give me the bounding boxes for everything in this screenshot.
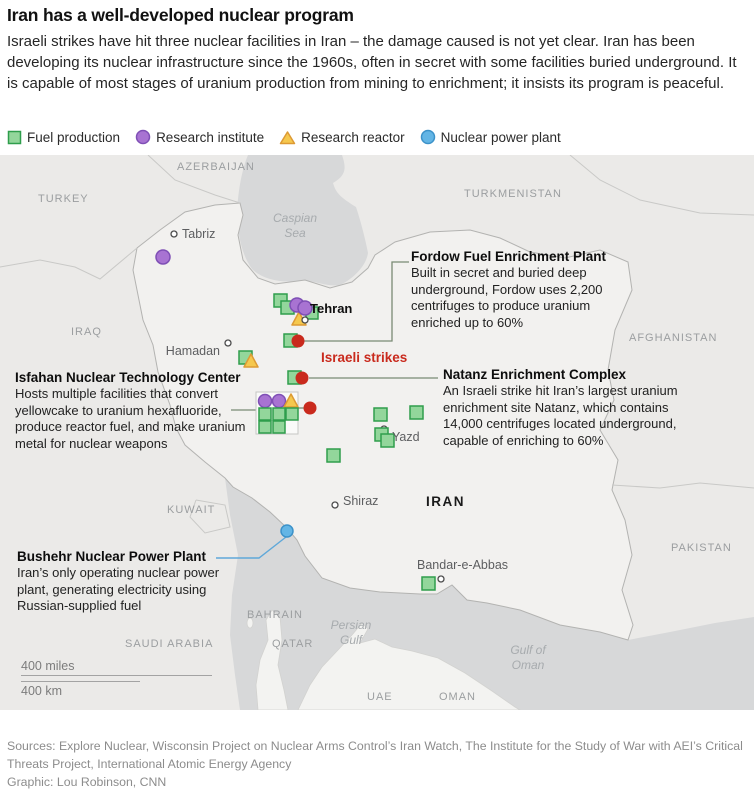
fuel-production-marker-central-3: [326, 448, 341, 463]
country-label-bahrain: BAHRAIN: [247, 609, 303, 621]
water-label-persian-1: Persian: [331, 618, 372, 632]
uae-oman-shape: [297, 622, 522, 711]
legend-item-nuclear-power-plant: Nuclear power plant: [420, 129, 561, 145]
bahrain-island-shape: [246, 617, 254, 629]
country-label-oman: OMAN: [439, 691, 476, 703]
country-label-uae: UAE: [367, 691, 393, 703]
fuel-production-marker-isfahan-3: [285, 407, 299, 421]
legend-label: Fuel production: [27, 129, 121, 145]
fuel-production-marker-central-1: [373, 407, 388, 422]
iran-map-svg: TURKEY AZERBAIJAN TURKMENISTAN IRAQ AFGH…: [0, 154, 754, 711]
annotation-natanz: Natanz Enrichment Complex An Israeli str…: [443, 367, 701, 449]
research-institute-marker-isfahan-1: [257, 393, 273, 409]
country-label-kuwait: KUWAIT: [167, 504, 215, 516]
map: TURKEY AZERBAIJAN TURKMENISTAN IRAQ AFGH…: [0, 154, 754, 711]
kuwait-border-line: [189, 499, 231, 534]
bandar-city-dot: [437, 575, 445, 583]
city-label-tehran: Tehran: [310, 301, 352, 316]
research-institute-marker-isfahan-2: [271, 393, 287, 409]
water-label-persian-2: Gulf: [340, 633, 364, 647]
fuel-production-marker-isfahan-4: [258, 420, 272, 434]
fuel-production-marker-central-2: [409, 405, 424, 420]
country-label-afghanistan: AFGHANISTAN: [629, 332, 717, 344]
country-label-turkmenistan: TURKMENISTAN: [464, 188, 562, 200]
legend: Fuel production Research institute Resea…: [7, 129, 561, 145]
scale-miles-bar: [21, 675, 212, 676]
tabriz-city-dot: [170, 230, 178, 238]
annotation-title: Natanz Enrichment Complex: [443, 367, 627, 382]
annotation-title: Bushehr Nuclear Power Plant: [17, 549, 207, 564]
fuel-production-marker-isfahan-1: [258, 407, 272, 421]
blue-circle-icon: [420, 129, 435, 145]
research-institute-marker-tehran-2: [297, 300, 313, 316]
fordow-callout-line: [302, 261, 409, 342]
annotation-title: Fordow Fuel Enrichment Plant: [411, 249, 607, 264]
country-label-azerbaijan: AZERBAIJAN: [177, 161, 255, 173]
water-label-caspian-2: Sea: [284, 226, 306, 240]
city-label-yazd: Yazd: [392, 430, 420, 444]
annotation-body: An Israeli strike hit Iran’s largest ura…: [443, 383, 678, 448]
legend-label: Nuclear power plant: [440, 129, 561, 145]
research-reactor-marker-isfahan: [283, 393, 299, 408]
afghanistan-pakistan-border-line: [611, 482, 754, 489]
purple-circle-icon: [135, 129, 151, 145]
shiraz-city-dot: [331, 501, 339, 509]
city-label-hamadan: Hamadan: [166, 344, 220, 358]
country-label-iran: IRAN: [426, 494, 465, 509]
israeli-strike-marker-isfahan: [303, 401, 317, 415]
city-label-tabriz: Tabriz: [182, 227, 215, 241]
fuel-production-marker-yazd-2: [380, 433, 395, 448]
legend-label: Research institute: [156, 129, 265, 145]
scale-km-bar: [21, 681, 140, 682]
water-label-caspian-1: Caspian: [273, 211, 317, 225]
annotation-title: Isfahan Nuclear Technology Center: [15, 370, 241, 385]
fuel-production-marker-isfahan-2: [272, 407, 286, 421]
water-label-oman-gulf-1: Gulf of: [510, 643, 547, 657]
turkey-iraq-border-line: [0, 247, 138, 280]
city-label-shiraz: Shiraz: [343, 494, 378, 508]
legend-label: Research reactor: [301, 129, 405, 145]
fuel-production-marker-isfahan-5: [272, 420, 286, 434]
country-label-turkey: TURKEY: [38, 193, 89, 205]
footer: Sources: Explore Nuclear, Wisconsin Proj…: [7, 737, 749, 791]
country-label-saudi-arabia: SAUDI ARABIA: [125, 638, 213, 650]
annotation-isfahan: Isfahan Nuclear Technology Center Hosts …: [15, 370, 249, 452]
hamadan-city-dot: [224, 339, 232, 347]
sources-text: Sources: Explore Nuclear, Wisconsin Proj…: [7, 739, 743, 771]
israeli-strikes-label: Israeli strikes: [321, 350, 408, 365]
scale-km-label: 400 km: [21, 684, 62, 698]
nuclear-power-plant-marker-bushehr: [280, 524, 294, 538]
legend-item-research-institute: Research institute: [135, 129, 264, 145]
water-label-oman-gulf-2: Oman: [512, 658, 545, 672]
research-reactor-marker-hamadan: [243, 353, 259, 368]
green-square-icon: [7, 130, 22, 144]
annotation-body: Built in secret and buried deep undergro…: [411, 265, 603, 330]
caspian-sea-shape: [237, 155, 368, 286]
tehran-city-dot: [301, 316, 309, 324]
turkmenistan-border-line: [569, 154, 754, 216]
credit-text: Graphic: Lou Robinson, CNN: [7, 775, 167, 789]
research-institute-marker-tabriz: [155, 249, 171, 265]
page-title: Iran has a well-developed nuclear progra…: [7, 5, 354, 25]
azerbaijan-border-line: [147, 154, 241, 204]
bushehr-callout-line: [216, 536, 287, 559]
annotation-body: Hosts multiple facilities that convert y…: [15, 386, 246, 451]
country-label-iraq: IRAQ: [71, 326, 102, 338]
legend-item-research-reactor: Research reactor: [279, 130, 405, 145]
country-label-pakistan: PAKISTAN: [671, 542, 732, 554]
qatar-peninsula-shape: [255, 609, 289, 711]
legend-item-fuel-production: Fuel production: [7, 130, 120, 145]
city-label-bandar-e-abbas: Bandar-e-Abbas: [417, 558, 508, 572]
intro-paragraph: Israeli strikes have hit three nuclear f…: [7, 33, 737, 92]
israeli-strike-marker-fordow: [291, 334, 305, 348]
annotation-bushehr: Bushehr Nuclear Power Plant Iran’s only …: [17, 549, 235, 615]
israeli-strike-marker-natanz: [295, 371, 309, 385]
annotation-fordow: Fordow Fuel Enrichment Plant Built in se…: [411, 249, 611, 331]
country-label-qatar: QATAR: [272, 638, 313, 650]
fuel-production-marker-bandar: [421, 576, 436, 591]
yellow-triangle-icon: [279, 130, 296, 144]
annotation-body: Iran’s only operating nuclear power plan…: [17, 565, 220, 613]
scale-miles-label: 400 miles: [21, 659, 75, 673]
